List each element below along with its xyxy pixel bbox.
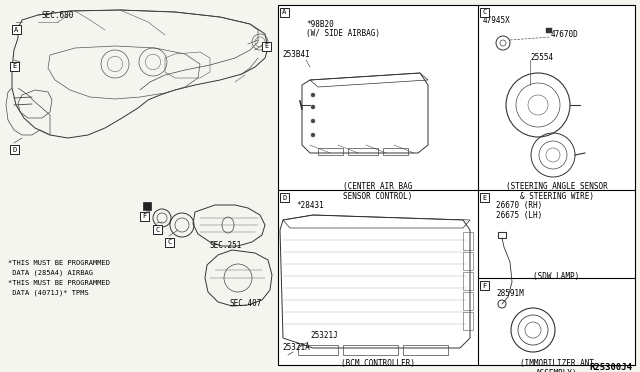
Bar bbox=[298, 345, 338, 355]
Bar bbox=[463, 292, 473, 310]
Text: 28591M: 28591M bbox=[496, 289, 524, 298]
Bar bbox=[463, 252, 473, 270]
Text: F: F bbox=[483, 282, 486, 289]
Bar bbox=[480, 8, 489, 17]
Circle shape bbox=[311, 93, 315, 97]
Bar bbox=[546, 28, 552, 33]
Bar bbox=[348, 148, 378, 155]
Bar bbox=[143, 202, 151, 210]
Text: 25321A: 25321A bbox=[282, 343, 310, 352]
Text: E: E bbox=[264, 44, 269, 49]
Text: DATA (4071J)* TPMS: DATA (4071J)* TPMS bbox=[8, 290, 89, 296]
Bar bbox=[383, 148, 408, 155]
Text: E: E bbox=[12, 64, 17, 70]
Text: *THIS MUST BE PROGRAMMED: *THIS MUST BE PROGRAMMED bbox=[8, 280, 110, 286]
Bar bbox=[318, 148, 343, 155]
Bar bbox=[463, 272, 473, 290]
Text: DATA (285A4) AIRBAG: DATA (285A4) AIRBAG bbox=[8, 270, 93, 276]
Text: SEC.251: SEC.251 bbox=[210, 241, 243, 250]
Bar bbox=[280, 8, 289, 17]
Text: D: D bbox=[282, 195, 287, 201]
Text: D: D bbox=[12, 147, 17, 153]
Bar bbox=[140, 212, 149, 221]
Bar bbox=[498, 232, 506, 238]
Text: C: C bbox=[156, 227, 159, 232]
Bar bbox=[343, 345, 398, 355]
Text: (STEERING ANGLE SENSOR
& STEERING WIRE): (STEERING ANGLE SENSOR & STEERING WIRE) bbox=[506, 182, 607, 201]
Text: E: E bbox=[483, 195, 486, 201]
Text: SEC.407: SEC.407 bbox=[230, 299, 262, 308]
Text: *98B20: *98B20 bbox=[306, 20, 333, 29]
Bar bbox=[480, 193, 489, 202]
Bar bbox=[463, 232, 473, 250]
Text: (SDW LAMP): (SDW LAMP) bbox=[533, 272, 580, 281]
Text: (BCM CONTROLLER): (BCM CONTROLLER) bbox=[341, 359, 415, 368]
Bar bbox=[280, 193, 289, 202]
Text: F: F bbox=[142, 214, 147, 219]
Text: 26675 (LH): 26675 (LH) bbox=[496, 211, 542, 220]
Text: 47945X: 47945X bbox=[483, 16, 511, 25]
Bar bbox=[403, 345, 448, 355]
Text: R25300J4: R25300J4 bbox=[589, 363, 632, 372]
Bar bbox=[463, 312, 473, 330]
Bar bbox=[12, 25, 21, 34]
Text: SEC.680: SEC.680 bbox=[42, 11, 74, 20]
Bar bbox=[165, 238, 174, 247]
Text: (CENTER AIR BAG
SENSOR CONTROL): (CENTER AIR BAG SENSOR CONTROL) bbox=[343, 182, 413, 201]
Text: 25554: 25554 bbox=[530, 53, 553, 62]
Circle shape bbox=[311, 119, 315, 123]
Text: 253B4I: 253B4I bbox=[282, 50, 310, 59]
Text: *THIS MUST BE PROGRAMMED: *THIS MUST BE PROGRAMMED bbox=[8, 260, 110, 266]
Text: 47670D: 47670D bbox=[551, 30, 579, 39]
Circle shape bbox=[311, 133, 315, 137]
Bar bbox=[10, 62, 19, 71]
Bar bbox=[153, 225, 162, 234]
Text: C: C bbox=[168, 240, 172, 246]
Bar bbox=[262, 42, 271, 51]
Text: 26670 (RH): 26670 (RH) bbox=[496, 201, 542, 210]
Text: (W/ SIDE AIRBAG): (W/ SIDE AIRBAG) bbox=[306, 29, 380, 38]
Bar bbox=[10, 145, 19, 154]
Text: (IMMOBILIZER ANT
ASSEMBLY): (IMMOBILIZER ANT ASSEMBLY) bbox=[520, 359, 593, 372]
Circle shape bbox=[311, 105, 315, 109]
Text: *28431: *28431 bbox=[296, 201, 324, 210]
Text: 25321J: 25321J bbox=[310, 331, 338, 340]
Text: A: A bbox=[282, 10, 287, 16]
Bar bbox=[278, 5, 635, 365]
Bar bbox=[480, 281, 489, 290]
Text: C: C bbox=[483, 10, 486, 16]
Text: A: A bbox=[14, 26, 19, 32]
